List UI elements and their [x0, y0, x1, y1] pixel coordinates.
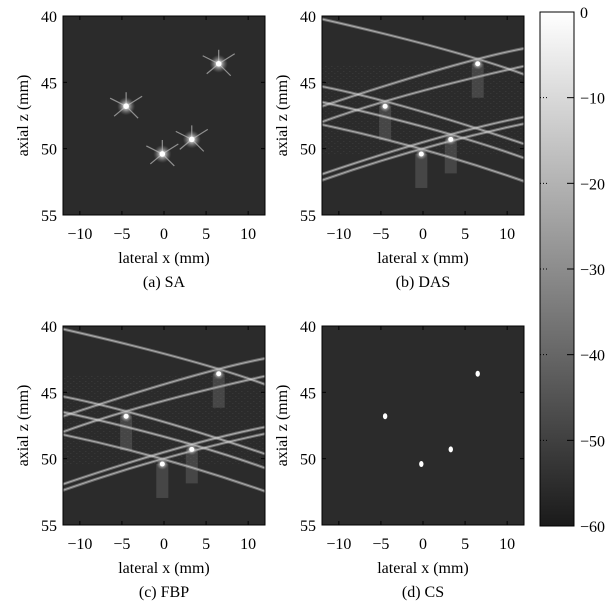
- y-tick-label: 50: [300, 142, 316, 159]
- x-tick-label: 10: [499, 226, 515, 243]
- point-target: [382, 413, 388, 420]
- point-target: [188, 136, 195, 143]
- x-axis-label: lateral x (mm): [118, 250, 210, 267]
- point-target: [448, 136, 454, 142]
- colorbar-tick-label: −30: [580, 262, 605, 279]
- x-tick-label: 10: [499, 536, 515, 553]
- y-axis-label: axial z (mm): [274, 75, 291, 157]
- panel-4: −10 −5 0 5 10 40 45 50 55 lateral x (mm) (d) CS axi…: [274, 319, 525, 601]
- y-axis-label: axial z (mm): [274, 385, 291, 467]
- x-tick-label: −10: [326, 536, 351, 553]
- x-tick-label: −10: [67, 226, 92, 243]
- x-axis-label: lateral x (mm): [118, 560, 210, 577]
- x-tick-label: 0: [419, 536, 427, 553]
- point-target: [189, 446, 195, 452]
- x-tick-label: −5: [372, 226, 389, 243]
- y-tick-label: 55: [41, 518, 57, 535]
- axial-artifact: [156, 463, 169, 498]
- axial-artifact: [379, 106, 392, 141]
- panel-2: −10 −5 0 5 10 40 45 50 55 lateral x (mm) (b) DAS ax…: [274, 9, 525, 291]
- y-tick-label: 45: [300, 75, 316, 92]
- panel-3: −10 −5 0 5 10 40 45 50 55 lateral x (mm) (c) FBP ax…: [15, 319, 266, 601]
- axial-artifact: [415, 153, 428, 188]
- y-tick-label: 55: [300, 208, 316, 225]
- axial-artifact: [212, 373, 225, 408]
- x-tick-label: 10: [240, 536, 256, 553]
- point-target: [418, 151, 424, 157]
- y-tick-label: 50: [41, 142, 57, 159]
- x-tick-label: −10: [326, 226, 351, 243]
- y-tick-label: 55: [41, 208, 57, 225]
- image-content: [382, 370, 480, 467]
- y-axis-label: axial z (mm): [15, 75, 32, 157]
- y-tick-label: 45: [41, 75, 57, 92]
- image-content: [63, 327, 265, 498]
- point-target: [419, 460, 424, 467]
- x-tick-label: 5: [202, 226, 210, 243]
- axial-artifact: [120, 416, 133, 451]
- y-axis-label: axial z (mm): [15, 385, 32, 467]
- x-tick-label: −5: [113, 226, 130, 243]
- colorbar-tick-label: −20: [580, 176, 605, 193]
- point-target: [123, 103, 129, 110]
- y-tick-label: 40: [41, 319, 57, 336]
- image-content: [322, 17, 524, 188]
- axial-artifact: [444, 139, 457, 174]
- point-target: [123, 413, 129, 419]
- colorbar-tick-label: −10: [580, 91, 605, 108]
- y-tick-label: 45: [300, 385, 316, 402]
- x-tick-label: 5: [461, 536, 469, 553]
- point-target: [215, 60, 222, 67]
- point-target: [216, 371, 222, 377]
- point-target: [475, 61, 481, 67]
- image-content: [109, 49, 236, 167]
- colorbar: 0 −10 −20 −30 −40 −50 −60: [539, 5, 605, 536]
- y-tick-label: 40: [41, 9, 57, 26]
- x-tick-label: −5: [372, 536, 389, 553]
- y-tick-label: 50: [300, 452, 316, 469]
- point-target: [159, 461, 165, 467]
- axial-artifact: [185, 449, 198, 484]
- panel-1: −10 −5 0 5 10 40 45 50 55 lateral x (mm) (a) SA axi…: [15, 9, 266, 291]
- point-target: [382, 103, 388, 109]
- y-tick-label: 50: [41, 452, 57, 469]
- x-tick-label: −10: [67, 536, 92, 553]
- colorbar-tick-label: −40: [580, 348, 605, 365]
- panel-caption: (a) SA: [143, 274, 186, 291]
- panel-caption: (d) CS: [402, 584, 444, 601]
- x-axis-label: lateral x (mm): [377, 560, 469, 577]
- image-background: [322, 326, 524, 525]
- x-tick-label: 0: [160, 226, 168, 243]
- colorbar-tick-label: −60: [580, 519, 605, 536]
- x-tick-label: −5: [113, 536, 130, 553]
- image-background: [63, 16, 265, 215]
- y-tick-label: 55: [300, 518, 316, 535]
- x-tick-label: 5: [461, 226, 469, 243]
- x-tick-label: 5: [202, 536, 210, 553]
- x-tick-label: 0: [160, 536, 168, 553]
- x-tick-label: 0: [419, 226, 427, 243]
- y-tick-label: 40: [300, 319, 316, 336]
- x-tick-label: 10: [240, 226, 256, 243]
- point-target: [475, 370, 480, 377]
- y-tick-label: 40: [300, 9, 316, 26]
- point-target: [159, 151, 166, 157]
- x-axis-label: lateral x (mm): [377, 250, 469, 267]
- y-tick-label: 45: [41, 385, 57, 402]
- colorbar-tick-label: −50: [580, 433, 605, 450]
- point-target: [448, 446, 453, 453]
- panel-caption: (c) FBP: [139, 584, 189, 601]
- axial-artifact: [471, 63, 484, 98]
- panel-caption: (b) DAS: [396, 274, 451, 291]
- colorbar-tick-label: 0: [580, 5, 588, 22]
